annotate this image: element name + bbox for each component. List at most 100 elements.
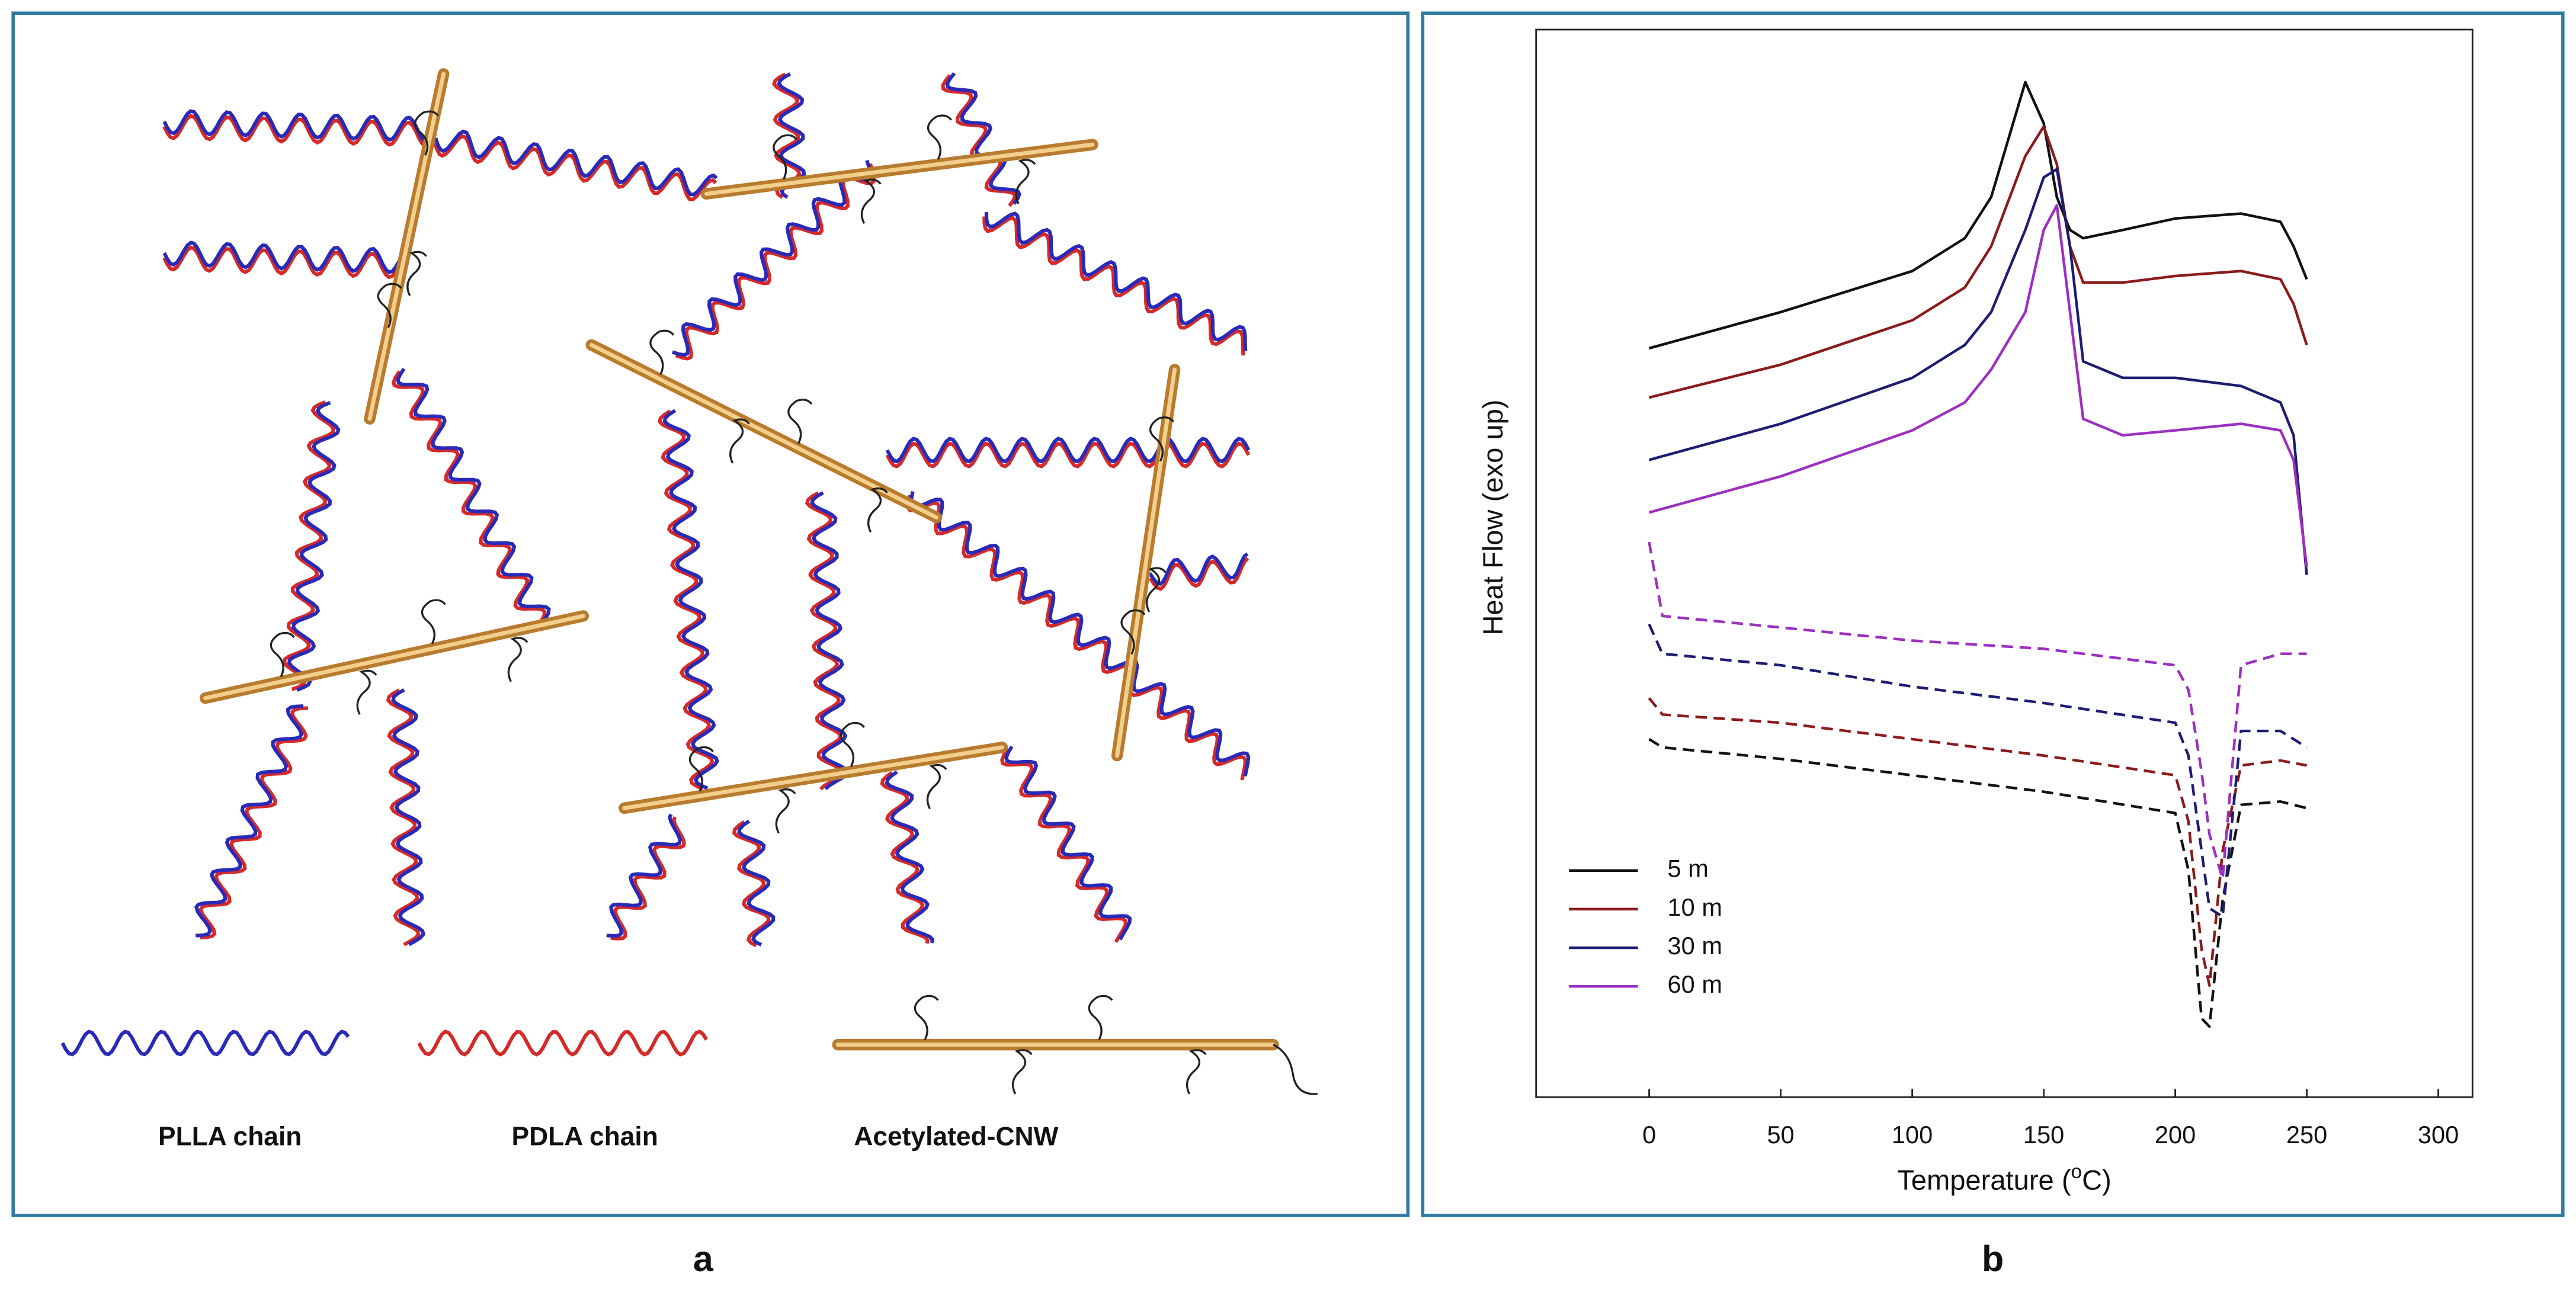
polymer-chain <box>1000 748 1127 943</box>
polymer-chain <box>946 72 1021 205</box>
acetyl-group <box>1186 1049 1207 1095</box>
acetyl-group <box>926 764 947 810</box>
diagram <box>60 68 1318 1095</box>
legend-label: PDLA chain <box>512 1122 658 1151</box>
polymer-chain <box>885 770 935 944</box>
panel-label: b <box>1982 1239 2004 1279</box>
polymer-chain <box>732 820 770 947</box>
polymer-chain <box>287 400 341 692</box>
polymer-chain <box>1148 552 1249 586</box>
cnw-rod-highlight <box>1115 367 1177 758</box>
acetyl-group <box>729 418 750 464</box>
acetyl-group <box>507 637 528 682</box>
cnw-rod <box>1111 364 1181 762</box>
panel-label: a <box>693 1239 714 1279</box>
panel-a-frame <box>11 11 1410 1217</box>
polymer-chain <box>198 706 309 939</box>
y-axis-label: Heat Flow (exo up) <box>1477 399 1508 635</box>
plot-frame <box>1535 28 2474 1098</box>
acetyl-group <box>1088 995 1113 1041</box>
x-tick-label: 300 <box>2418 1121 2459 1149</box>
polymer-chain <box>805 491 844 791</box>
cooling-curve <box>1648 541 2307 880</box>
x-axis-label-sup: o <box>2071 1161 2082 1183</box>
polymer-chain <box>1149 557 1249 591</box>
acetyl-group <box>1015 159 1036 204</box>
legend-label: 10 m <box>1668 893 1722 921</box>
polymer-chain <box>162 240 405 274</box>
acetyl-group <box>406 251 427 296</box>
legend-label: 30 m <box>1668 932 1722 960</box>
polymer-chain <box>417 1029 708 1057</box>
cooling-curve <box>1648 623 2308 918</box>
polymer-chain <box>162 109 437 143</box>
acetyl-group <box>649 329 675 376</box>
acetyl-group <box>1149 416 1174 462</box>
polymer-chain <box>880 771 930 944</box>
x-axis-label: Temperature (oC) <box>1897 1161 2112 1196</box>
acetyl-group <box>1145 567 1167 612</box>
legend-label: PLLA chain <box>158 1122 302 1151</box>
polymer-chain <box>810 491 849 790</box>
polymer-chain <box>162 114 437 148</box>
acetyl-group <box>356 669 377 716</box>
acetyl-group <box>840 721 865 768</box>
cnw-rod <box>199 610 589 704</box>
polymer-chain <box>386 688 421 947</box>
x-tick-label: 150 <box>2023 1121 2064 1149</box>
polymer-chain <box>282 400 336 691</box>
cnw-rod <box>619 742 1008 814</box>
acetyl-group <box>787 399 813 444</box>
acetyl-group <box>775 788 796 834</box>
x-tick-label: 200 <box>2155 1121 2196 1149</box>
x-tick-label: 100 <box>1892 1121 1933 1149</box>
polymer-chain <box>885 437 1251 464</box>
acetyl-group <box>1120 609 1146 655</box>
x-axis-label-part: Temperature ( <box>1897 1165 2071 1196</box>
cooling-curve <box>1648 697 2307 987</box>
acetyl-group <box>377 283 402 329</box>
polymer-chain <box>672 159 873 357</box>
polymer-chain <box>737 819 776 947</box>
x-tick-label: 50 <box>1767 1121 1794 1149</box>
polymer-chain <box>433 134 717 201</box>
polymer-chain <box>60 1029 350 1057</box>
acetyl-group <box>927 114 952 160</box>
acetyl-group <box>414 110 440 156</box>
acetyl-group <box>860 178 882 224</box>
cnw-rod-highlight <box>704 142 1095 196</box>
polymer-chain <box>606 813 682 938</box>
polymer-chain <box>391 688 425 947</box>
legend-label: 60 m <box>1668 970 1722 998</box>
x-tick-label: 0 <box>1642 1121 1656 1149</box>
polymer-chain <box>396 367 551 626</box>
legend-label: 5 m <box>1668 855 1709 883</box>
cnw-rod <box>364 68 450 425</box>
legend-label: Acetylated-CNW <box>854 1122 1058 1151</box>
cnw-rod-highlight <box>367 72 446 421</box>
heating-curve <box>1648 204 2308 567</box>
heating-curve <box>1648 81 2308 350</box>
polymer-chain <box>1004 745 1132 941</box>
polymer-chain <box>909 491 1251 777</box>
cnw-rod-highlight <box>203 614 585 701</box>
polymer-chain <box>941 74 1017 207</box>
polymer-chain <box>610 816 686 941</box>
heating-curve <box>1648 125 2308 399</box>
polymer-chain <box>434 129 718 197</box>
x-axis-label-part: C) <box>2082 1165 2112 1196</box>
polymer-chain <box>162 245 405 280</box>
acetyl-group <box>421 599 446 644</box>
acetyl-group <box>688 746 714 792</box>
heating-curve <box>1648 168 2308 575</box>
cnw-rod-highlight <box>622 745 1004 810</box>
acetyl-group <box>1012 1049 1033 1095</box>
panel-b-frame <box>1421 11 2565 1217</box>
acetyl-group <box>270 631 295 678</box>
cnw-rod <box>700 139 1098 200</box>
polymer-chain <box>984 211 1248 351</box>
polymer-chain <box>982 216 1245 356</box>
acetyl-group <box>773 134 798 180</box>
acetyl-group <box>867 487 888 533</box>
